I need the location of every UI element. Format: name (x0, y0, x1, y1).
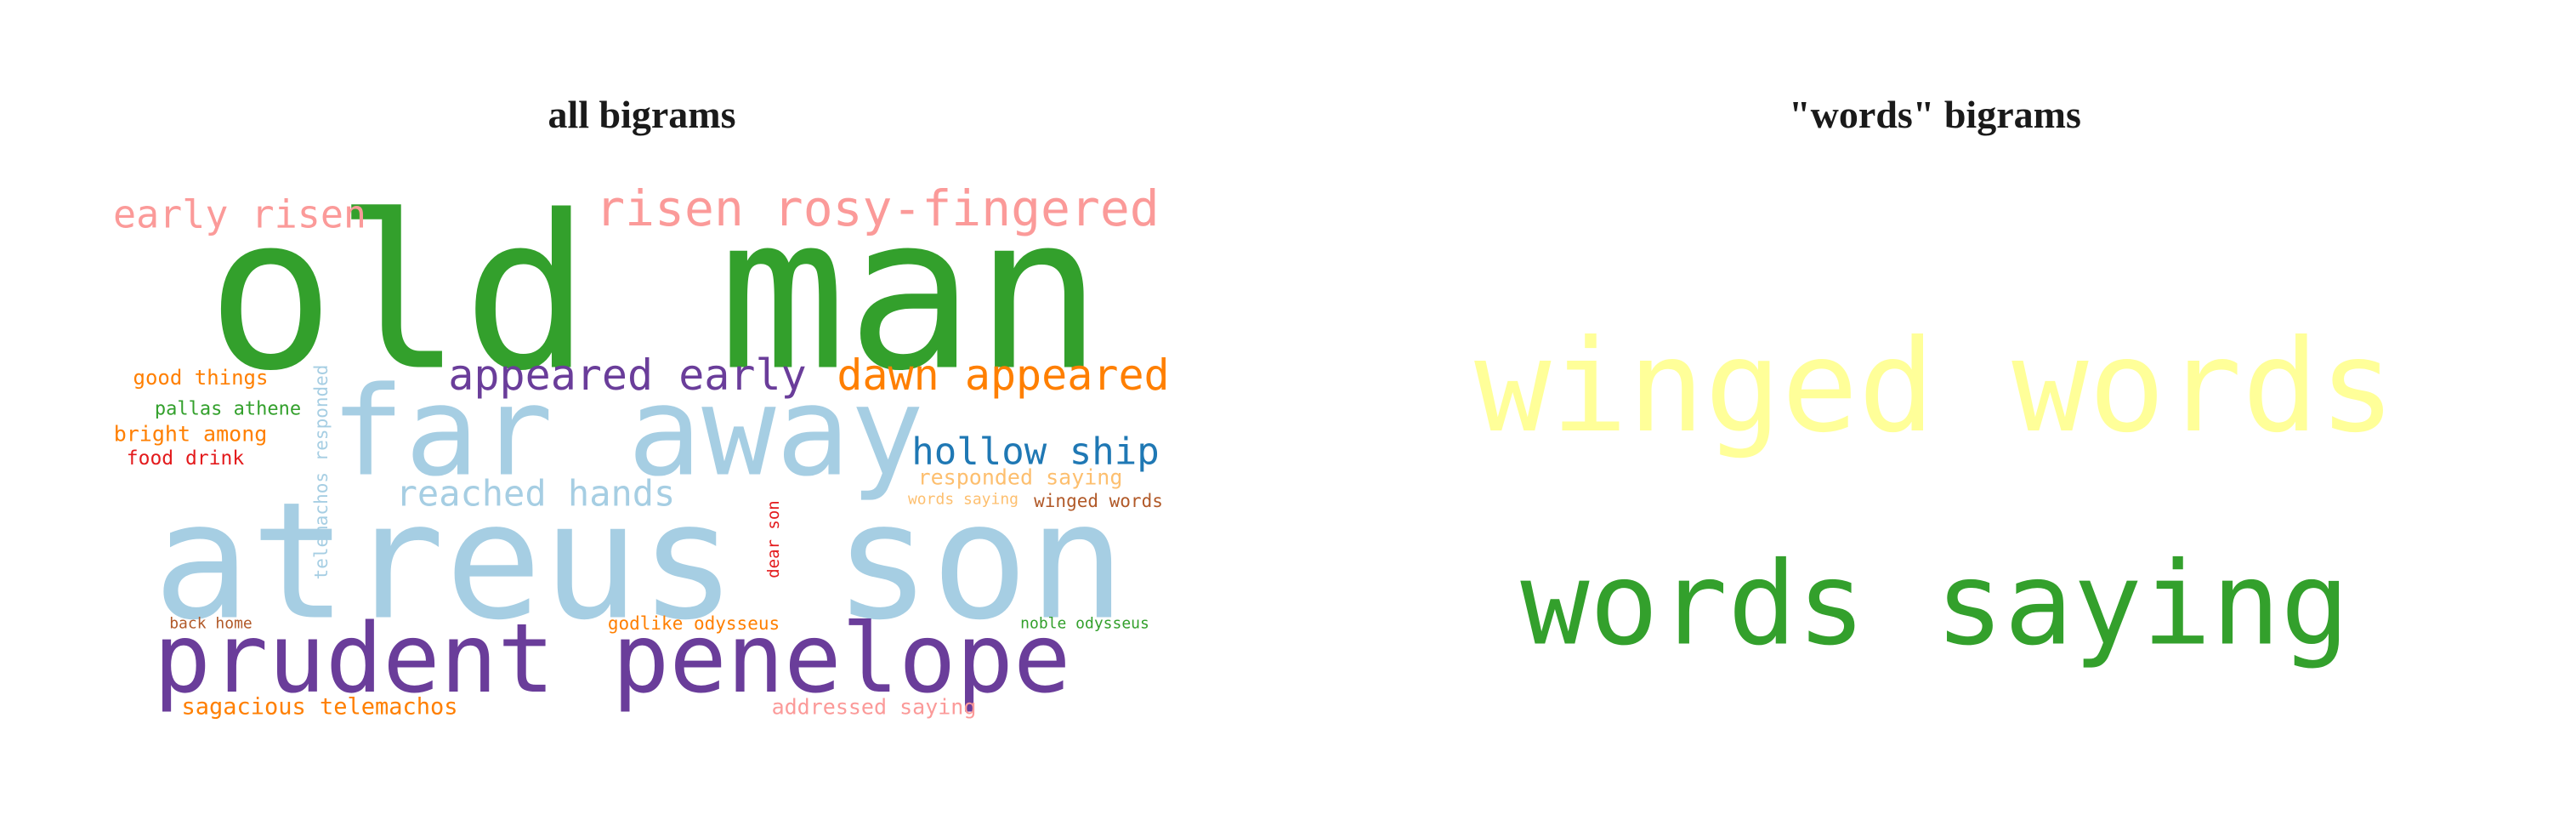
cloud-word-telemachos-responded-all-panel: telemachos responded (311, 365, 332, 580)
panel-title-words-bigrams: "words" bigrams (1789, 93, 2081, 136)
cloud-word-winged-words-all-panel: winged words (1034, 491, 1163, 511)
cloud-word-food-drink-all-panel: food drink (127, 447, 245, 470)
cloud-word-hollow-ship-all-panel: hollow ship (911, 430, 1159, 474)
cloud-word-bright-among-all-panel: bright among (114, 422, 268, 447)
cloud-word-appeared-early-all-panel: appeared early (448, 350, 806, 400)
cloud-word-early-risen-all-panel: early risen (113, 192, 366, 237)
cloud-word-sagacious-telemachos-all-panel: sagacious telemachos (181, 694, 457, 721)
panel-title-all-bigrams: all bigrams (548, 93, 736, 136)
cloud-word-words-saying-all-panel: words saying (908, 491, 1018, 509)
cloud-word-noble-odysseus-all-panel: noble odysseus (1020, 615, 1149, 633)
cloud-word-winged-words-words-panel: winged words (1474, 313, 2396, 461)
cloud-word-dear-son-all-panel: dear son (764, 500, 783, 578)
cloud-word-addressed-saying-all-panel: addressed saying (772, 695, 977, 720)
cloud-word-atreus-son-all-panel: atreus son (153, 468, 1126, 656)
cloud-word-good-things-all-panel: good things (133, 366, 269, 390)
cloud-word-dawn-appeared-all-panel: dawn appeared (837, 350, 1169, 400)
cloud-word-far-away-all-panel: far away (331, 361, 924, 504)
cloud-word-pallas-athene-all-panel: pallas athene (155, 399, 301, 420)
cloud-word-prudent-penelope-all-panel: prudent penelope (154, 604, 1071, 715)
cloud-word-reached-hands-all-panel: reached hands (396, 473, 676, 515)
cloud-word-godlike-odysseus-all-panel: godlike odysseus (608, 613, 780, 634)
cloud-word-back-home-all-panel: back home (169, 615, 252, 633)
cloud-word-words-saying-words-panel: words saying (1520, 538, 2349, 671)
cloud-word-responded-saying-all-panel: responded saying (918, 465, 1123, 490)
cloud-word-risen-rosy-fingered-all-panel: risen rosy-fingered (595, 179, 1159, 237)
cloud-word-old-man-all-panel: old man (207, 170, 1103, 418)
